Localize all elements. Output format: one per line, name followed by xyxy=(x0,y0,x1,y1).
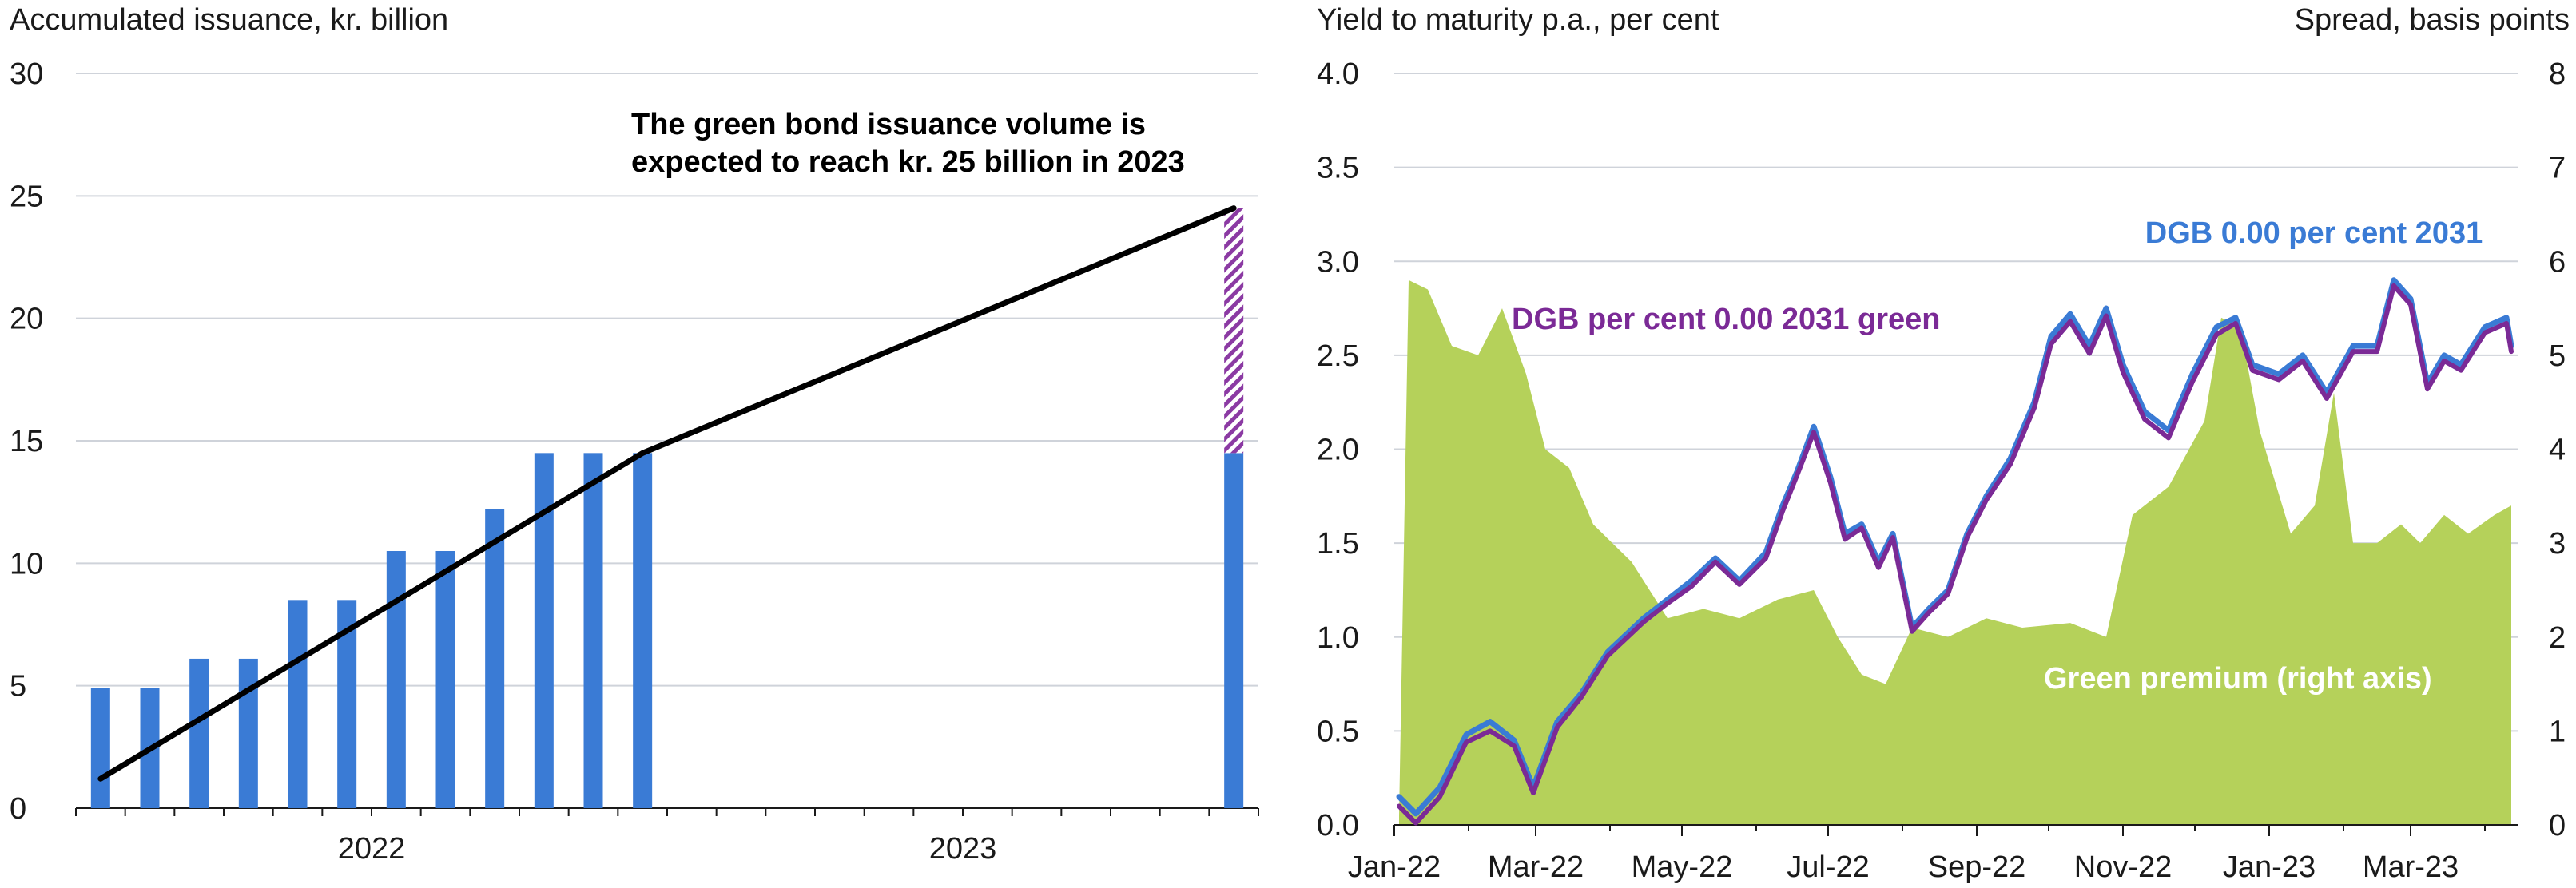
dgb-green-series-label: DGB per cent 0.00 2031 green xyxy=(1512,303,1940,336)
right-y-tick-label: 7 xyxy=(2549,152,2566,185)
left-y-tick-label: 1.5 xyxy=(1317,527,1359,561)
bar xyxy=(90,688,110,808)
x-tick-label: Mar-22 xyxy=(1488,850,1584,884)
right-y-tick-label: 5 xyxy=(2549,339,2566,373)
x-tick-label: Jan-22 xyxy=(1348,850,1441,884)
right-y-tick-label: 1 xyxy=(2549,715,2566,748)
y-tick-label: 10 xyxy=(10,547,43,581)
right-y-tick-label: 8 xyxy=(2549,57,2566,91)
right-y-tick-label: 6 xyxy=(2549,245,2566,279)
x-tick-label: Jan-23 xyxy=(2223,850,2316,884)
y-tick-label: 0 xyxy=(10,792,26,826)
right-y-tick-label: 4 xyxy=(2549,434,2566,467)
x-tick-label: Mar-23 xyxy=(2363,850,2459,884)
left-y-tick-label: 3.5 xyxy=(1317,152,1359,185)
left-y-tick-label: 2.0 xyxy=(1317,434,1359,467)
left-axis-title: Accumulated issuance, kr. billion xyxy=(10,3,449,37)
bar xyxy=(288,600,308,808)
x-year-label: 2023 xyxy=(929,832,997,866)
yield-line-chart: 0.0 0.5 1.0 1.5 2.0 2.5 3.0 3.5 4.0 0 1 2 3 4 5 6 7 8 Jan-… xyxy=(1317,57,2566,884)
issuance-bar-chart: 0 5 10 15 20 25 30 2022 2023 The green bond issua… xyxy=(10,57,1259,866)
green-premium-area xyxy=(1399,279,2511,825)
projection-bar xyxy=(1224,208,1244,454)
bar xyxy=(189,658,209,808)
x-tick-label: Jul-22 xyxy=(1787,850,1870,884)
x-tick-label: Nov-22 xyxy=(2074,850,2173,884)
left-y-tick-label: 1.0 xyxy=(1317,621,1359,655)
y-tick-label: 15 xyxy=(10,425,43,458)
left-y-tick-label: 0.0 xyxy=(1317,809,1359,842)
bar xyxy=(583,453,603,808)
right-chart-left-axis-title: Yield to maturity p.a., per cent xyxy=(1317,3,1719,37)
green-premium-label: Green premium (right axis) xyxy=(2044,662,2432,696)
x-year-label: 2022 xyxy=(338,832,406,866)
bar xyxy=(435,551,455,808)
annotation-text: The green bond issuance volume is expecte… xyxy=(631,108,1185,179)
left-y-tick-label: 3.0 xyxy=(1317,245,1359,279)
dgb-series-label: DGB 0.00 per cent 2031 xyxy=(2145,216,2483,250)
left-y-tick-label: 2.5 xyxy=(1317,339,1359,373)
dgb-green-line xyxy=(1397,283,2514,826)
bar xyxy=(485,509,505,808)
trend-line xyxy=(97,205,1237,782)
y-tick-label: 30 xyxy=(10,57,43,91)
right-y-tick-label: 3 xyxy=(2549,527,2566,561)
y-tick-label: 5 xyxy=(10,670,26,704)
right-chart-right-axis-title: Spread, basis points xyxy=(2294,3,2570,37)
left-y-tick-label: 0.5 xyxy=(1317,715,1359,748)
bar xyxy=(238,658,258,808)
y-tick-label: 25 xyxy=(10,180,43,213)
x-tick-label: May-22 xyxy=(1632,850,1733,884)
bar xyxy=(633,453,653,808)
x-tick-label: Sep-22 xyxy=(1928,850,2026,884)
bar xyxy=(1224,453,1244,808)
bar xyxy=(386,551,406,808)
y-tick-label: 20 xyxy=(10,303,43,336)
right-y-tick-label: 2 xyxy=(2549,621,2566,655)
right-y-tick-label: 0 xyxy=(2549,809,2566,842)
left-y-tick-label: 4.0 xyxy=(1317,57,1359,91)
